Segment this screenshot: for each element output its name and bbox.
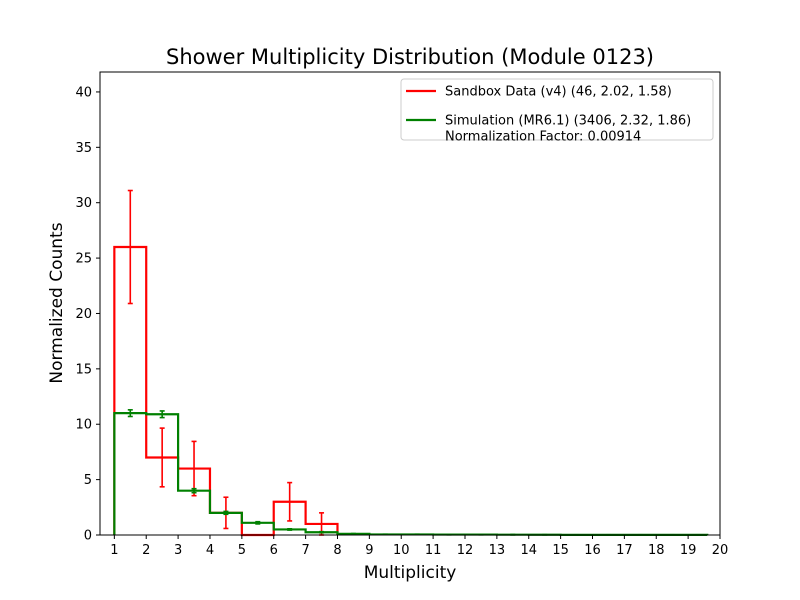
x-tick-label: 15 [552,543,569,558]
x-tick-label: 13 [489,543,506,558]
legend-label-1-extra: Normalization Factor: 0.00914 [445,130,641,145]
x-tick-label: 9 [365,543,373,558]
x-axis-label: Multiplicity [364,563,457,583]
x-tick-label: 11 [425,543,442,558]
plot-area: 1 2 3 4 5 6 7 8 9 10 11 12 13 14 15 16 17 18 19 20051015202… [75,71,729,558]
x-tick-label: 2 [142,543,150,558]
chart-title: Shower Multiplicity Distribution (Module… [166,45,654,69]
legend-label-0: Sandbox Data (v4) (46, 2.02, 1.58) [445,85,672,100]
x-tick-label: 19 [680,543,697,558]
x-tick-label: 16 [584,543,601,558]
x-tick-label: 20 [712,543,729,558]
y-tick-label: 10 [75,418,92,433]
y-tick-label: 5 [84,473,92,488]
x-tick-label: 8 [333,543,341,558]
axes-frame [99,71,721,536]
x-tick-label: 1 [110,543,118,558]
legend-label-1: Simulation (MR6.1) (3406, 2.32, 1.86) [445,114,691,129]
x-tick-label: 6 [270,543,278,558]
x-tick-label: 7 [301,543,309,558]
x-tick-label: 17 [616,543,633,558]
y-tick-label: 30 [75,196,92,211]
x-tick-label: 14 [520,543,537,558]
y-axis-label: Normalized Counts [47,222,67,383]
series-0-histogram [113,245,339,537]
y-tick-label: 25 [75,252,92,267]
x-tick-label: 12 [457,543,474,558]
legend-box [400,78,714,141]
x-tick-label: 10 [393,543,410,558]
y-tick-label: 40 [75,85,92,100]
x-tick-label: 3 [174,543,182,558]
y-tick-label: 35 [75,141,92,156]
x-tick-label: 5 [238,543,246,558]
x-tick-label: 4 [206,543,214,558]
y-tick-label: 0 [84,529,92,544]
y-tick-label: 15 [75,362,92,377]
x-tick-label: 18 [648,543,665,558]
series-1-histogram [113,412,709,536]
y-tick-label: 20 [75,307,92,322]
